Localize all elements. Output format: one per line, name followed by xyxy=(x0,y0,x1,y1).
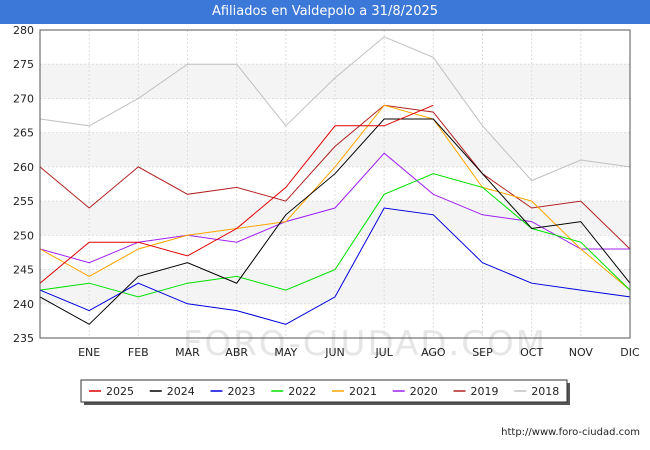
legend-label-2023: 2023 xyxy=(228,385,256,398)
band-270 xyxy=(40,64,630,99)
x-tick-label-nov: NOV xyxy=(569,346,594,359)
series-line-2021 xyxy=(39,104,631,291)
series-lines xyxy=(39,36,631,325)
legend-label-2022: 2022 xyxy=(288,385,316,398)
legend-label-2020: 2020 xyxy=(410,385,438,398)
watermark: FORO-CIUDAD.COM xyxy=(183,324,547,364)
y-axis-ticks: 235 240 245 250 255 260 265 270 275 280 xyxy=(13,24,34,345)
chart-title: Afiliados en Valdepolo a 31/8/2025 xyxy=(0,0,650,24)
y-tick-label-245: 245 xyxy=(13,264,34,277)
footer-url: http://www.foro-ciudad.com xyxy=(501,427,640,438)
x-axis-ticks: ENE FEB MAR ABR MAY JUN JUL AGO SEP OCT NOV DIC xyxy=(78,346,640,359)
y-tick-label-275: 275 xyxy=(13,58,34,71)
series-line-2018 xyxy=(39,36,631,182)
legend-label-2025: 2025 xyxy=(106,385,134,398)
legend-label-2024: 2024 xyxy=(167,385,195,398)
band-260 xyxy=(40,132,630,167)
x-tick-label-ene: ENE xyxy=(78,346,100,359)
legend-label-2018: 2018 xyxy=(531,385,559,398)
x-tick-label-jul: JUL xyxy=(374,346,393,359)
y-tick-label-240: 240 xyxy=(13,298,34,311)
x-tick-label-oct: OCT xyxy=(520,346,543,359)
legend: 2025 2024 2023 2022 2021 2020 2019 2018 xyxy=(80,379,570,405)
x-tick-label-dic: DIC xyxy=(620,346,640,359)
series-line-2019 xyxy=(39,104,631,250)
x-tick-label-abr: ABR xyxy=(225,346,248,359)
series-line-2023 xyxy=(39,207,631,325)
legend-label-2021: 2021 xyxy=(349,385,377,398)
x-tick-label-ago: AGO xyxy=(421,346,446,359)
series-line-2025 xyxy=(39,104,434,284)
x-tick-label-may: MAY xyxy=(274,346,297,359)
x-tick-label-feb: FEB xyxy=(128,346,149,359)
y-tick-label-280: 280 xyxy=(13,24,34,37)
x-tick-label-sep: SEP xyxy=(472,346,493,359)
legend-label-2019: 2019 xyxy=(471,385,499,398)
series-line-2024 xyxy=(39,118,631,325)
y-tick-label-235: 235 xyxy=(13,332,34,345)
y-tick-label-260: 260 xyxy=(13,161,34,174)
y-tick-label-270: 270 xyxy=(13,92,34,105)
legend-box xyxy=(80,379,568,403)
y-tick-label-250: 250 xyxy=(13,229,34,242)
plot-frame xyxy=(39,29,631,339)
x-tick-label-jun: JUN xyxy=(324,346,345,359)
y-tick-label-265: 265 xyxy=(13,127,34,140)
y-tick-label-255: 255 xyxy=(13,195,34,208)
x-tick-label-mar: MAR xyxy=(175,346,200,359)
